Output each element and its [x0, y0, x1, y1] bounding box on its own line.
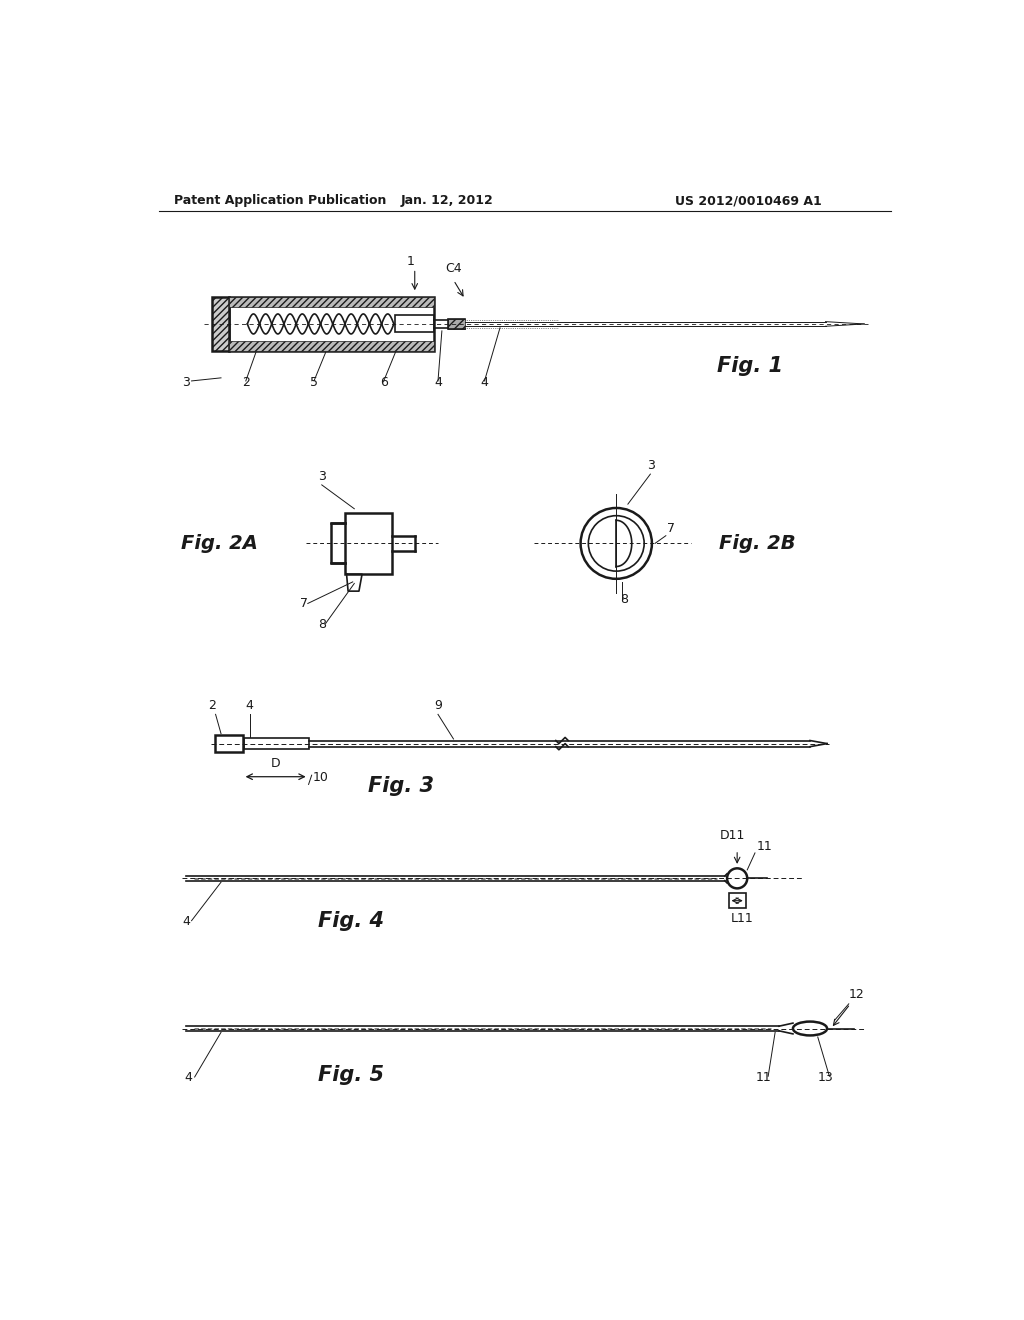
Text: 4: 4: [184, 1071, 193, 1084]
Text: Fig. 2B: Fig. 2B: [719, 533, 796, 553]
Text: 3: 3: [317, 470, 326, 483]
Text: Fig. 4: Fig. 4: [317, 911, 384, 931]
Text: 4: 4: [182, 915, 190, 928]
Text: Fig. 1: Fig. 1: [717, 356, 783, 376]
Text: D11: D11: [720, 829, 745, 842]
Text: 7: 7: [668, 521, 676, 535]
Text: Fig. 2A: Fig. 2A: [180, 533, 258, 553]
Text: 4: 4: [246, 700, 254, 711]
Text: C4: C4: [445, 263, 463, 276]
Text: 4: 4: [480, 376, 488, 388]
Text: 12: 12: [849, 987, 864, 1001]
Text: 7: 7: [300, 597, 308, 610]
Text: L11: L11: [731, 912, 754, 925]
Text: Patent Application Publication: Patent Application Publication: [174, 194, 387, 207]
Text: 9: 9: [434, 700, 442, 711]
Text: Fig. 5: Fig. 5: [317, 1065, 384, 1085]
Text: 11: 11: [757, 840, 772, 853]
Text: 8: 8: [317, 618, 326, 631]
Text: 2: 2: [208, 700, 216, 711]
Text: 2: 2: [242, 376, 250, 388]
Polygon shape: [449, 318, 465, 330]
Text: 13: 13: [817, 1071, 834, 1084]
Text: 11: 11: [756, 1071, 771, 1084]
Text: 1: 1: [407, 255, 415, 268]
Text: 8: 8: [621, 594, 628, 606]
Polygon shape: [228, 341, 434, 351]
Text: Jan. 12, 2012: Jan. 12, 2012: [401, 194, 494, 207]
Polygon shape: [212, 297, 228, 351]
Polygon shape: [228, 297, 434, 308]
Text: 3: 3: [182, 376, 190, 388]
Text: 5: 5: [310, 376, 318, 388]
Text: 4: 4: [434, 376, 442, 388]
Text: US 2012/0010469 A1: US 2012/0010469 A1: [675, 194, 821, 207]
Text: D: D: [270, 758, 281, 771]
Text: 3: 3: [647, 459, 655, 473]
Text: 6: 6: [380, 376, 388, 388]
Text: 10: 10: [312, 771, 329, 784]
Text: Fig. 3: Fig. 3: [369, 776, 434, 796]
